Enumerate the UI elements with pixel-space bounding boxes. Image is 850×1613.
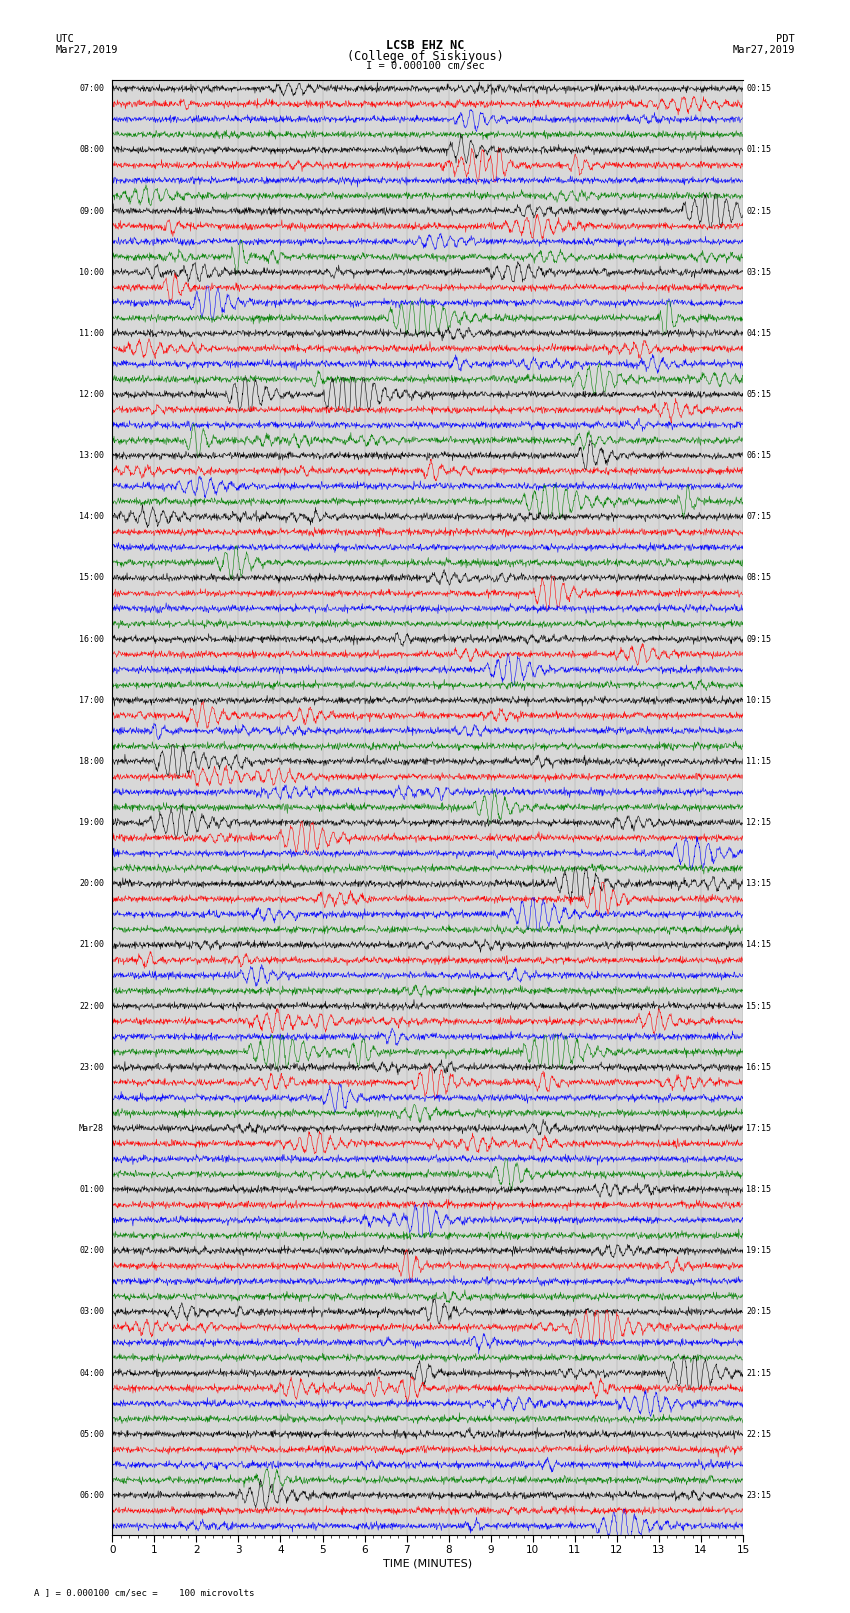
Text: 03:00: 03:00 xyxy=(79,1308,104,1316)
Text: 14:15: 14:15 xyxy=(746,940,771,950)
Text: 10:00: 10:00 xyxy=(79,268,104,277)
Text: 13:00: 13:00 xyxy=(79,452,104,460)
Text: 00:15: 00:15 xyxy=(746,84,771,94)
Text: 18:00: 18:00 xyxy=(79,756,104,766)
Text: 12:15: 12:15 xyxy=(746,818,771,827)
Text: 03:15: 03:15 xyxy=(746,268,771,277)
Text: 09:00: 09:00 xyxy=(79,206,104,216)
Text: 04:15: 04:15 xyxy=(746,329,771,337)
X-axis label: TIME (MINUTES): TIME (MINUTES) xyxy=(383,1560,473,1569)
Text: 05:15: 05:15 xyxy=(746,390,771,398)
Text: I = 0.000100 cm/sec: I = 0.000100 cm/sec xyxy=(366,61,484,71)
Text: 21:15: 21:15 xyxy=(746,1368,771,1378)
Text: 04:00: 04:00 xyxy=(79,1368,104,1378)
Text: LCSB EHZ NC: LCSB EHZ NC xyxy=(386,39,464,52)
Text: 10:15: 10:15 xyxy=(746,695,771,705)
Text: 17:15: 17:15 xyxy=(746,1124,771,1132)
Text: 06:00: 06:00 xyxy=(79,1490,104,1500)
Text: 02:15: 02:15 xyxy=(746,206,771,216)
Text: 01:15: 01:15 xyxy=(746,145,771,155)
Text: (College of Siskiyous): (College of Siskiyous) xyxy=(347,50,503,63)
Text: 21:00: 21:00 xyxy=(79,940,104,950)
Text: 12:00: 12:00 xyxy=(79,390,104,398)
Text: 08:00: 08:00 xyxy=(79,145,104,155)
Text: 23:15: 23:15 xyxy=(746,1490,771,1500)
Text: UTC: UTC xyxy=(55,34,74,44)
Text: Mar27,2019: Mar27,2019 xyxy=(55,45,118,55)
Text: A ] = 0.000100 cm/sec =    100 microvolts: A ] = 0.000100 cm/sec = 100 microvolts xyxy=(34,1587,254,1597)
Text: 06:15: 06:15 xyxy=(746,452,771,460)
Text: 13:15: 13:15 xyxy=(746,879,771,889)
Text: 05:00: 05:00 xyxy=(79,1429,104,1439)
Text: Mar28: Mar28 xyxy=(79,1124,104,1132)
Text: 07:15: 07:15 xyxy=(746,513,771,521)
Text: 11:00: 11:00 xyxy=(79,329,104,337)
Text: 16:15: 16:15 xyxy=(746,1063,771,1071)
Text: 08:15: 08:15 xyxy=(746,574,771,582)
Text: PDT: PDT xyxy=(776,34,795,44)
Text: 09:15: 09:15 xyxy=(746,634,771,644)
Text: 19:15: 19:15 xyxy=(746,1247,771,1255)
Text: 11:15: 11:15 xyxy=(746,756,771,766)
Text: 22:00: 22:00 xyxy=(79,1002,104,1011)
Text: 15:00: 15:00 xyxy=(79,574,104,582)
Text: 20:15: 20:15 xyxy=(746,1308,771,1316)
Text: 14:00: 14:00 xyxy=(79,513,104,521)
Text: 01:00: 01:00 xyxy=(79,1186,104,1194)
Text: 02:00: 02:00 xyxy=(79,1247,104,1255)
Text: 15:15: 15:15 xyxy=(746,1002,771,1011)
Text: 18:15: 18:15 xyxy=(746,1186,771,1194)
Text: 20:00: 20:00 xyxy=(79,879,104,889)
Text: 16:00: 16:00 xyxy=(79,634,104,644)
Text: 23:00: 23:00 xyxy=(79,1063,104,1071)
Text: 19:00: 19:00 xyxy=(79,818,104,827)
Text: Mar27,2019: Mar27,2019 xyxy=(732,45,795,55)
Text: 07:00: 07:00 xyxy=(79,84,104,94)
Text: 22:15: 22:15 xyxy=(746,1429,771,1439)
Text: 17:00: 17:00 xyxy=(79,695,104,705)
